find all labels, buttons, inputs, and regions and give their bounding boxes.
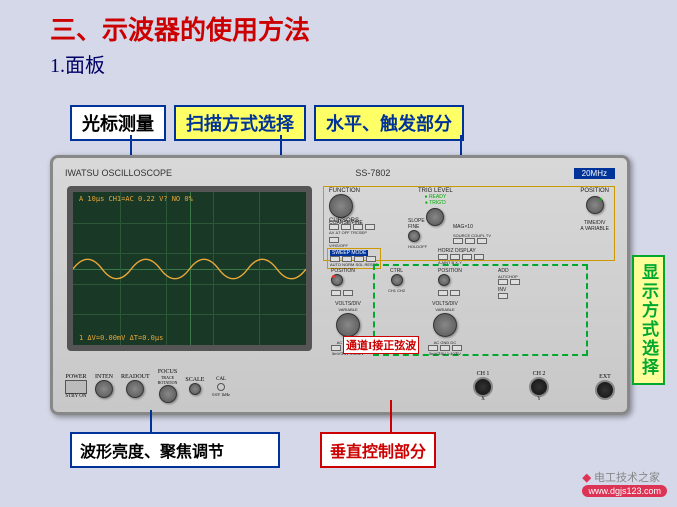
brand-bar: IWATSU OSCILLOSCOPE SS-7802 20MHz [65, 166, 615, 180]
horiz-label: 水平、触发部分 [314, 105, 464, 141]
ctrl-knob[interactable] [391, 274, 403, 286]
site-name: 电工技术之家 [594, 472, 660, 484]
crt-screen: A 10μs CH1=AC 0.22 V? NO 0% 1 ΔV=0.00mV … [67, 186, 312, 351]
var1-label: VARIABLE [331, 307, 365, 312]
ch2-bnc[interactable] [529, 377, 549, 397]
stby-label: STBY ON [65, 394, 87, 399]
arrow [390, 400, 392, 432]
waveform [73, 249, 306, 289]
ch2-pos-knob[interactable] [438, 274, 450, 286]
oscilloscope-device: IWATSU OSCILLOSCOPE SS-7802 20MHz A 10μs… [50, 155, 630, 415]
display-mode-callout: 显示方式选择 [632, 255, 665, 385]
readout-label: READOUT [121, 374, 150, 380]
arrow [150, 410, 152, 432]
avar-label: A VARIABLE [580, 226, 609, 232]
readout-bottom: 1 ΔV=0.00mV ΔT=0.0μs [79, 334, 163, 342]
power-label: POWER [65, 374, 87, 380]
fine-label: FINE [408, 224, 427, 230]
av-off-label: ΔV ΔT OFF TRCSEP [329, 230, 375, 235]
hd-btn[interactable] [474, 254, 484, 260]
ch2-btn[interactable] [450, 290, 460, 296]
y-label: Y [529, 397, 549, 402]
holdoff-knob[interactable] [408, 230, 420, 242]
ch2-range: 5mV③5V 1:40③V [428, 351, 462, 356]
main-title: 三、示波器的使用方法 [0, 0, 677, 47]
cal-terminal[interactable] [217, 383, 225, 391]
function-label: FUNCTION [329, 188, 363, 194]
inten-label: INTEN [95, 374, 113, 380]
add-btn[interactable] [498, 279, 508, 285]
scale-label: SCALE [185, 377, 204, 383]
pos2-label: POSITION [438, 268, 462, 274]
site-url: www.dgjs123.com [582, 485, 667, 497]
sweep-label: 扫描方式选择 [174, 105, 306, 141]
bandwidth-badge: 20MHz [574, 168, 615, 179]
trigd-led: TRIG'D [429, 200, 446, 206]
ch1-label: CH 1 [473, 371, 493, 377]
sweep-opts: AUTO NORM SGL RESET [330, 262, 378, 267]
trig-level-knob[interactable] [426, 208, 444, 226]
src-btn[interactable] [465, 238, 475, 244]
ch1-btn[interactable] [343, 290, 353, 296]
bottom-controls: POWER STBY ON INTEN READOUT FOCUS TRACE … [65, 369, 615, 404]
ch1-bnc[interactable] [473, 377, 493, 397]
inv-btn[interactable] [498, 293, 508, 299]
inten-knob[interactable] [95, 380, 113, 398]
readout-knob[interactable] [126, 380, 144, 398]
rotation-label: ROTATION [158, 380, 178, 385]
scale-knob[interactable] [189, 383, 201, 395]
ext-label: EXT [595, 374, 615, 380]
ch1-btn[interactable] [331, 290, 341, 296]
vertical-callout: 垂直控制部分 [320, 432, 436, 468]
x-label: X [473, 397, 493, 402]
focus-label: FOCUS [158, 369, 178, 375]
brand-name: IWATSU OSCILLOSCOPE [65, 168, 172, 178]
cursor-label: 光标测量 [70, 105, 166, 141]
ch1-pos-knob[interactable] [331, 274, 343, 286]
ch2-volts-knob[interactable] [433, 313, 457, 337]
subtitle: 1.面板 [0, 47, 677, 78]
position-label: POSITION [580, 188, 609, 194]
focus-knob[interactable] [159, 385, 177, 403]
ch2-btn[interactable] [438, 290, 448, 296]
brightness-callout: 波形亮度、聚焦调节 [70, 432, 280, 468]
power-button[interactable] [65, 380, 87, 394]
screen-grid: A 10μs CH1=AC 0.22 V? NO 0% 1 ΔV=0.00mV … [73, 192, 306, 345]
src-btn[interactable] [453, 238, 463, 244]
alt-btn[interactable] [510, 279, 520, 285]
ch2-label: CH 2 [529, 371, 549, 377]
readout-top: A 10μs CH1=AC 0.22 V? NO 0% [79, 195, 193, 203]
horiz-position-knob[interactable] [586, 196, 604, 214]
ch1-volts-knob[interactable] [336, 313, 360, 337]
var2-label: VARIABLE [428, 307, 462, 312]
site-logo: ◆ 电工技术之家 www.dgjs123.com [582, 469, 667, 497]
cal-v: 0.6V 1kHz [212, 392, 229, 397]
pos1-label: POSITION [331, 268, 355, 274]
ext-bnc[interactable] [595, 380, 615, 400]
hd-btn[interactable] [462, 254, 472, 260]
cal-label: CAL [212, 377, 229, 382]
channel-note: 通道I接正弦波 [343, 336, 419, 354]
holdoff-label: HOLDOFF [408, 244, 427, 249]
model: SS-7802 [355, 168, 390, 178]
mag-label: MAG×10 [453, 224, 491, 230]
src-btn[interactable] [477, 238, 487, 244]
function-knob[interactable] [329, 194, 353, 218]
